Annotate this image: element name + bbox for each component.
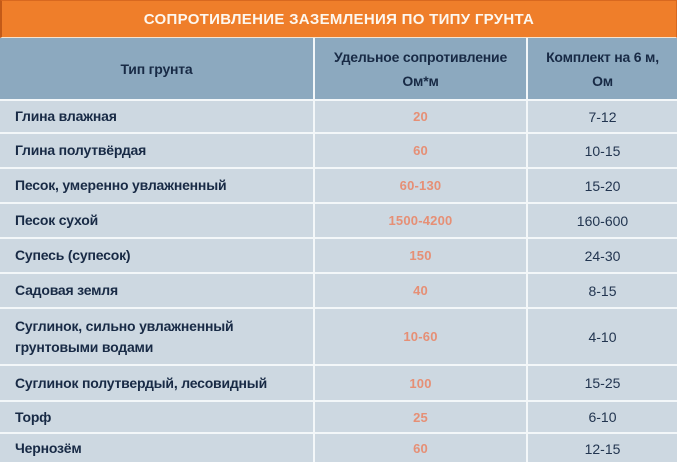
table-title: СОПРОТИВЛЕНИЕ ЗАЗЕМЛЕНИЯ ПО ТИПУ ГРУНТА: [143, 10, 535, 28]
soil-type-cell: Глина влажная: [0, 101, 315, 132]
soil-type-cell: Песок, умеренно увлажненный: [0, 169, 315, 202]
column-header-kit-line1: Комплект на 6 м,: [546, 48, 659, 65]
kit-cell: 24-30: [584, 247, 621, 264]
kit-cell: 6-10: [588, 409, 617, 425]
soil-type-cell: Глина полутвёрдая: [0, 134, 315, 167]
resistivity-cell: 25: [315, 402, 528, 432]
kit-cell: 15-25: [584, 375, 621, 391]
table-row: Песок сухой 1500-4200 160-600: [0, 202, 677, 237]
kit-cell: 15-20: [584, 177, 621, 194]
table-row: Глина полутвёрдая 60 10-15: [0, 132, 677, 167]
table-row: Торф 25 6-10: [0, 400, 677, 432]
column-header-soil-type: Тип грунта: [0, 38, 315, 99]
kit-cell: 4-10: [588, 328, 617, 345]
resistivity-cell: 150: [315, 239, 528, 272]
resistivity-cell: 100: [315, 366, 528, 400]
soil-type-cell: Супесь (супесок): [0, 239, 315, 272]
table-row: Чернозём 60 12-15: [0, 432, 677, 462]
resistivity-cell: 60: [315, 434, 528, 462]
soil-type-cell: Суглинок, сильно увлажненный грунтовыми …: [0, 309, 315, 364]
kit-cell: 12-15: [584, 440, 621, 457]
column-header-resistivity-line1: Удельное сопротивление: [333, 48, 508, 65]
column-header-kit: Комплект на 6 м, Ом: [528, 38, 677, 99]
table-row: Песок, умеренно увлажненный 60-130 15-20: [0, 167, 677, 202]
kit-cell: 160-600: [576, 212, 629, 229]
table-row: Садовая земля 40 8-15: [0, 272, 677, 307]
kit-cell: 7-12: [588, 108, 617, 125]
table-row: Глина влажная 20 7-12: [0, 99, 677, 132]
table-title-band: СОПРОТИВЛЕНИЕ ЗАЗЕМЛЕНИЯ ПО ТИПУ ГРУНТА: [0, 0, 677, 38]
table-row: Суглинок полутвердый, лесовидный 100 15-…: [0, 364, 677, 400]
soil-type-cell: Песок сухой: [0, 204, 315, 237]
table-row: Супесь (супесок) 150 24-30: [0, 237, 677, 272]
resistivity-cell: 20: [315, 101, 528, 132]
column-header-resistivity-line2: Ом*м: [402, 72, 439, 89]
column-header-kit-line2: Ом: [592, 72, 613, 89]
resistivity-cell: 60-130: [315, 169, 528, 202]
kit-cell: 10-15: [584, 142, 621, 159]
column-header-resistivity: Удельное сопротивление Ом*м: [315, 38, 528, 99]
resistivity-cell: 60: [315, 134, 528, 167]
column-header-soil-type-label: Тип грунта: [120, 60, 193, 77]
soil-type-cell: Суглинок полутвердый, лесовидный: [0, 366, 315, 400]
resistivity-cell: 40: [315, 274, 528, 307]
soil-type-cell: Чернозём: [0, 434, 315, 462]
resistivity-cell: 10-60: [315, 309, 528, 364]
soil-type-cell: Торф: [0, 402, 315, 432]
column-header-row: Тип грунта Удельное сопротивление Ом*м К…: [0, 38, 677, 99]
kit-cell: 8-15: [588, 282, 617, 299]
resistivity-cell: 1500-4200: [315, 204, 528, 237]
table-row: Суглинок, сильно увлажненный грунтовыми …: [0, 307, 677, 364]
soil-type-cell: Садовая земля: [0, 274, 315, 307]
